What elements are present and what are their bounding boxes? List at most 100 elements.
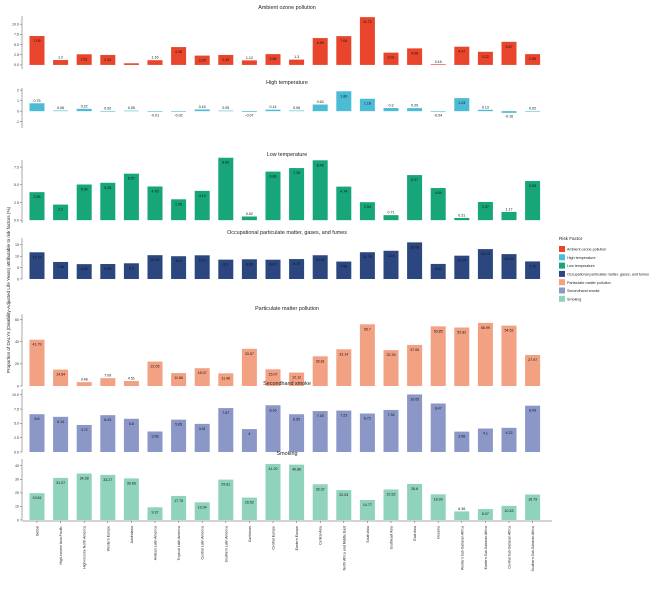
bar-value-label: -0.04 <box>434 113 442 117</box>
bar-value-label: 55.7 <box>364 327 371 331</box>
y-tick-label: 40 <box>15 464 19 468</box>
bar <box>454 431 470 452</box>
bar <box>218 408 234 452</box>
legend-swatch <box>559 279 565 286</box>
bar <box>218 54 234 65</box>
x-category-label: Central Sub-Saharan Africa <box>508 526 512 569</box>
bar-value-label: 31.07 <box>56 481 65 485</box>
y-tick-label: 0 <box>17 109 19 113</box>
bar <box>312 411 328 452</box>
bar-value-label: 2.65 <box>529 57 536 61</box>
y-tick-label: 2.5 <box>14 436 19 440</box>
bar-value-label: 11.73 <box>33 255 42 259</box>
bar-value-label: 0.31 <box>458 213 465 217</box>
bar <box>147 431 163 452</box>
y-tick-label: 10.0 <box>12 22 19 26</box>
bar-value-label: 2.45 <box>222 58 229 62</box>
bar <box>407 242 423 279</box>
bar <box>265 109 281 112</box>
bar-value-label: 4.47 <box>458 50 465 54</box>
bar-value-label: -0.02 <box>174 113 182 117</box>
bar-value-label: 6.37 <box>411 178 418 182</box>
bar <box>194 368 210 386</box>
bar-value-label: 15.07 <box>269 372 278 376</box>
bar <box>123 110 139 112</box>
y-tick-label: 40 <box>15 340 19 344</box>
bar <box>53 477 69 520</box>
bar-value-label: 6.57 <box>128 177 135 181</box>
bar-value-label: 10.24 <box>457 259 466 263</box>
bar <box>312 160 328 221</box>
bar <box>100 54 116 65</box>
bar <box>336 490 352 520</box>
bar <box>171 47 187 65</box>
bar-value-label: 8.82 <box>222 161 229 165</box>
y-tick-label: 10 <box>15 505 19 509</box>
bar-value-label: 16.07 <box>198 371 207 375</box>
bar-value-label: 7.15 <box>317 414 324 418</box>
bar-value-label: 4.72 <box>81 428 88 432</box>
bar <box>312 104 328 112</box>
bar <box>477 201 493 221</box>
legend-entry: High temperature <box>567 256 596 260</box>
bar-value-label: 37.06 <box>410 348 419 352</box>
bar <box>100 415 116 452</box>
x-category-label: East Asia <box>413 526 417 541</box>
bar <box>477 509 493 520</box>
bar-value-label: 5.65 <box>175 423 182 427</box>
bar-value-label: 12.12 <box>292 376 301 380</box>
bar-value-label: 8.09 <box>529 409 536 413</box>
bar-value-label: 26.6 <box>411 487 418 491</box>
bar <box>289 464 305 520</box>
bar <box>525 110 541 112</box>
bar <box>501 254 517 279</box>
bar-value-label: 0.06 <box>57 106 64 110</box>
bar-value-label: 10.05 <box>410 397 419 401</box>
bar-value-label: 33.14 <box>339 352 348 356</box>
bar <box>383 52 399 65</box>
bar <box>407 394 423 452</box>
y-tick-label: 20 <box>15 362 19 366</box>
bar-value-label: 6.59 <box>104 267 111 271</box>
bar <box>76 473 92 520</box>
bar <box>525 405 541 452</box>
x-category-label: Southern Sub-Saharan Africa <box>531 526 535 572</box>
bar <box>407 175 423 221</box>
bar-value-label: 7.66 <box>340 265 347 269</box>
bar <box>265 464 281 520</box>
bar <box>383 108 399 112</box>
bar-value-label: 6.59 <box>293 417 300 421</box>
bar-value-label: 30.69 <box>127 481 136 485</box>
bar <box>477 428 493 452</box>
bar-value-label: 40.86 <box>292 468 301 472</box>
bar-value-label: 27.97 <box>528 358 537 362</box>
bar-value-label: -0.07 <box>245 113 253 117</box>
bar-value-label: 4 <box>248 432 250 436</box>
bar-value-label: 8.75 <box>293 262 300 266</box>
bar-value-label: 0.05 <box>128 106 135 110</box>
x-category-label: Oceania <box>437 526 441 539</box>
bar-value-label: 0.02 <box>529 106 536 110</box>
bar <box>383 250 399 279</box>
legend-swatch <box>559 246 565 252</box>
bar <box>501 111 517 113</box>
bar <box>76 264 92 279</box>
bar-value-label: 5.67 <box>506 45 513 49</box>
bar <box>147 111 163 112</box>
bar-value-label: 7.09 <box>34 39 41 43</box>
bar <box>194 55 210 65</box>
bar-value-label: 33.57 <box>245 352 254 356</box>
bar <box>194 423 210 452</box>
bar-value-label: 6.43 <box>104 418 111 422</box>
bar <box>454 98 470 112</box>
bar-value-label: 12.4 <box>388 254 395 258</box>
bar <box>100 474 116 520</box>
bar <box>454 46 470 65</box>
bar-value-label: 5.04 <box>81 187 88 191</box>
bar-value-label: 8.07 <box>482 512 489 516</box>
y-tick-label: -1 <box>16 120 19 124</box>
bar <box>407 108 423 112</box>
bar-value-label: 53.85 <box>434 329 443 333</box>
y-tick-label: 7.5 <box>14 407 19 411</box>
